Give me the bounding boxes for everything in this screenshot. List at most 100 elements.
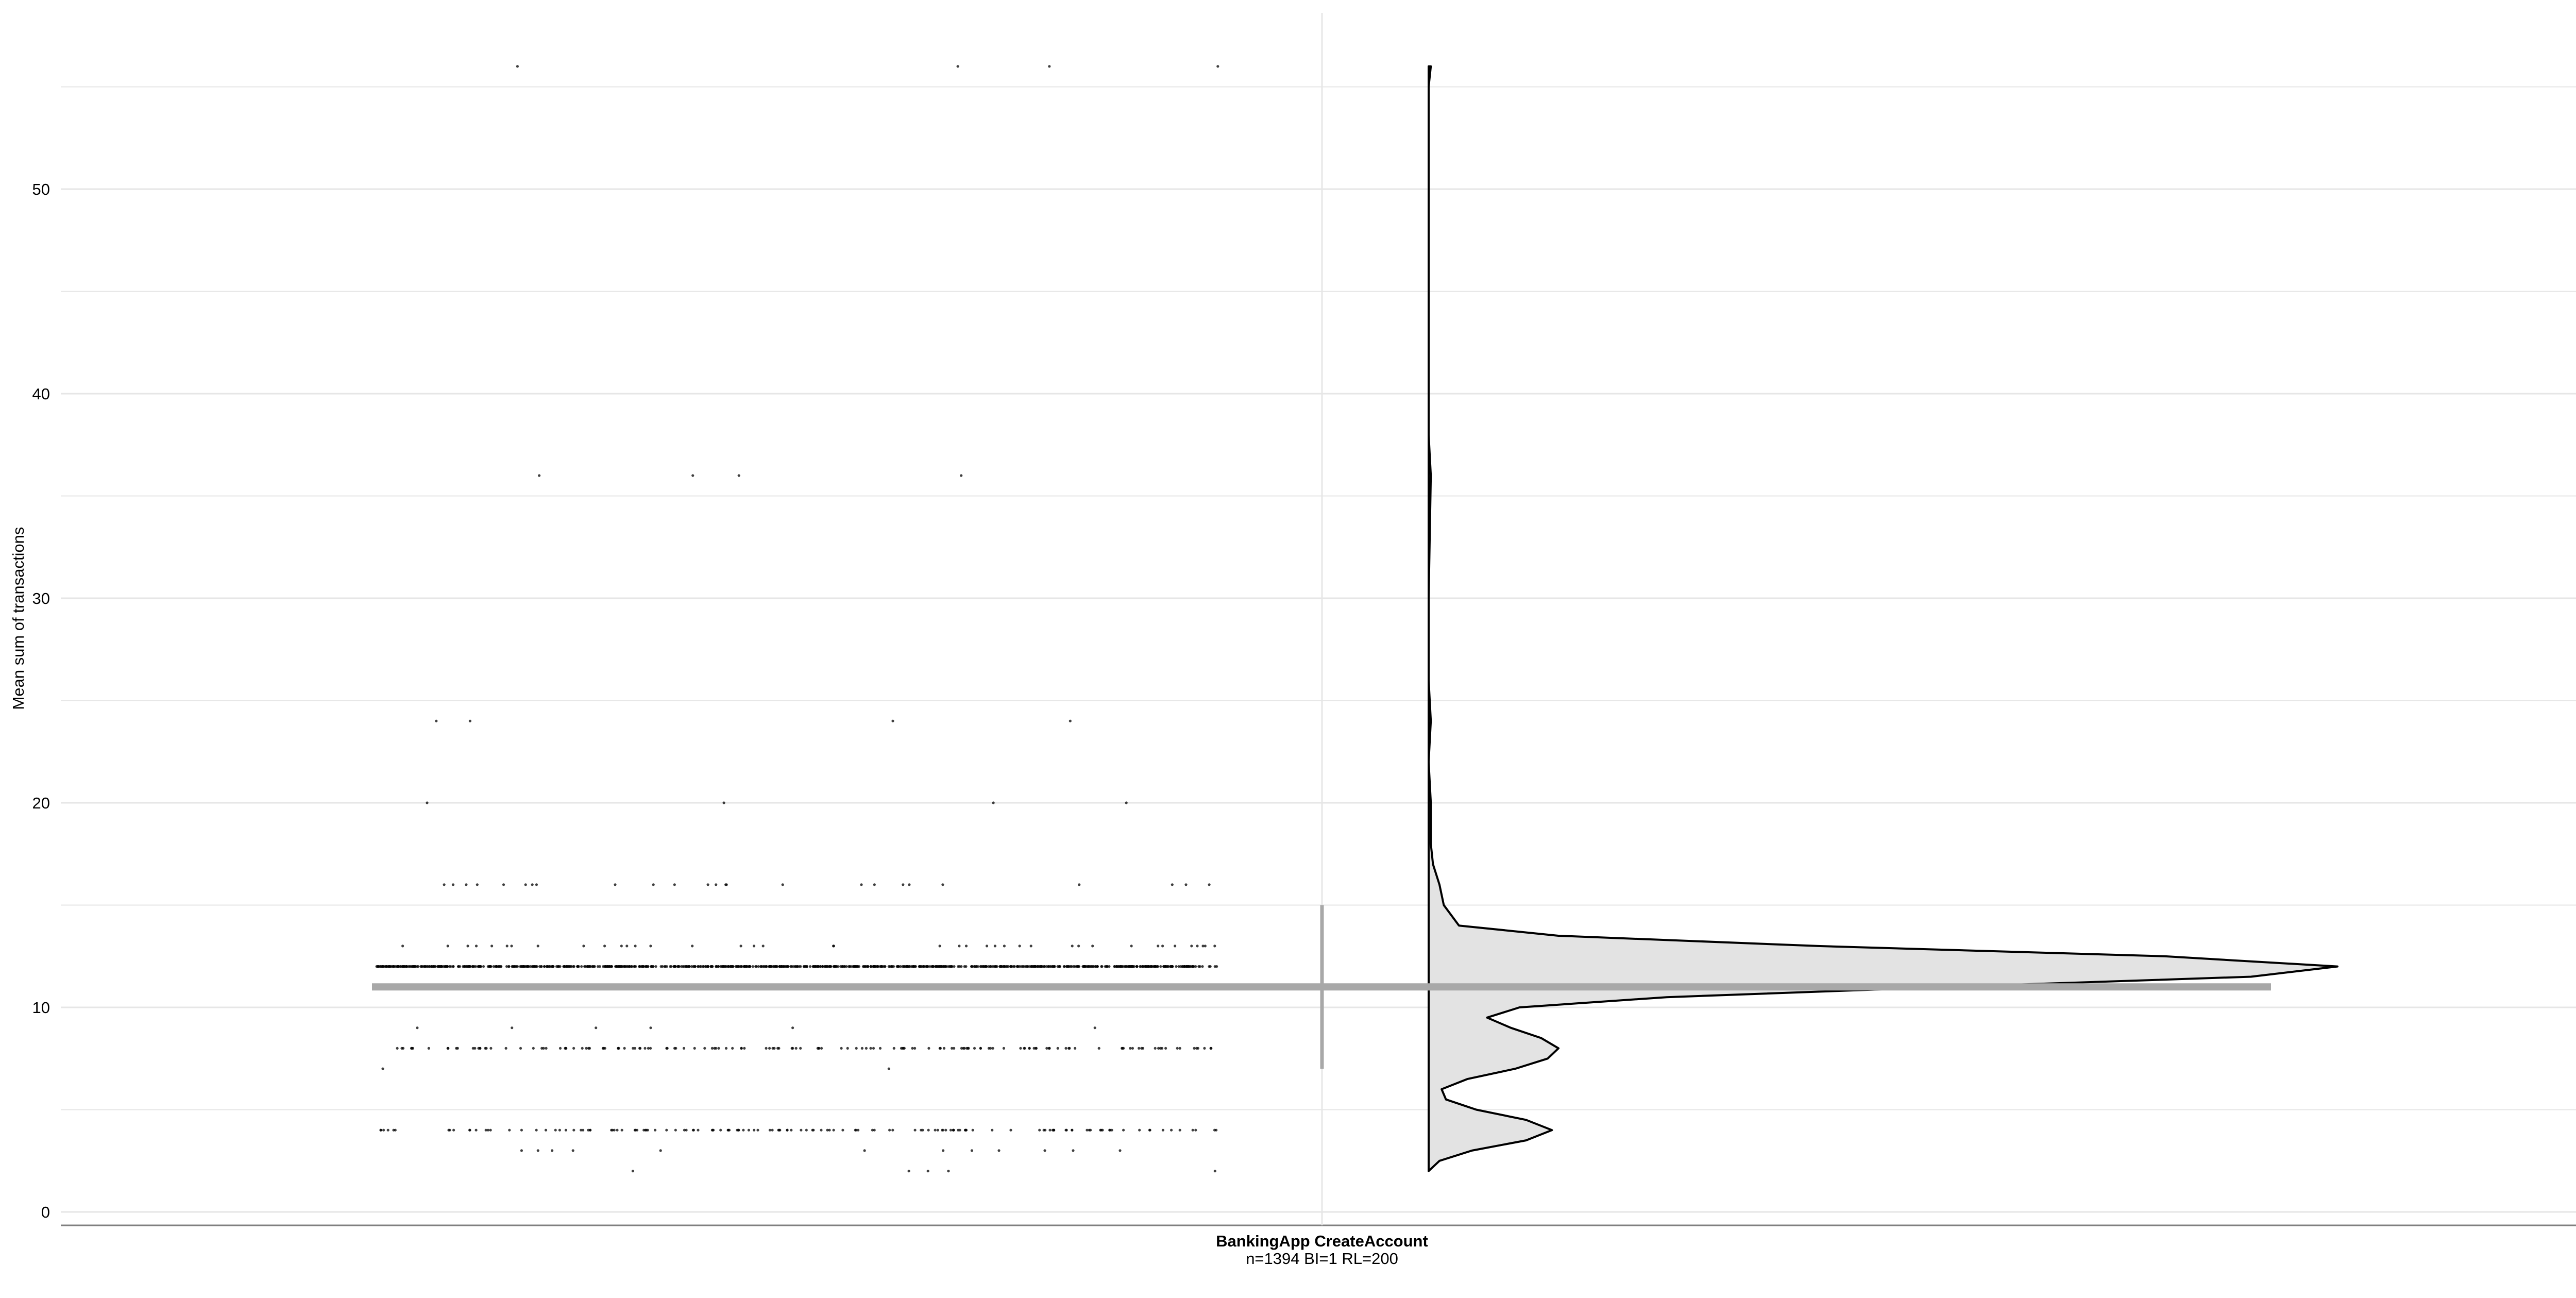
data-point	[829, 965, 832, 968]
data-point	[848, 965, 852, 968]
data-point	[1118, 965, 1121, 968]
data-point	[1038, 1128, 1041, 1132]
data-point	[704, 965, 707, 968]
data-point	[719, 965, 722, 968]
data-point	[1178, 1128, 1181, 1132]
data-point	[857, 1128, 860, 1132]
data-point	[548, 965, 551, 968]
data-point	[1013, 965, 1016, 968]
data-point	[401, 945, 404, 948]
data-point	[385, 965, 388, 968]
data-point	[703, 1047, 706, 1050]
data-point	[1177, 965, 1180, 968]
data-point	[582, 1128, 585, 1132]
data-point	[616, 1128, 619, 1132]
data-point	[1028, 965, 1031, 968]
data-point	[1196, 945, 1199, 948]
data-point	[761, 945, 765, 948]
data-point	[1213, 965, 1216, 968]
data-point	[991, 1128, 994, 1132]
data-point	[719, 1128, 722, 1132]
data-point	[1067, 965, 1071, 968]
data-point	[673, 965, 676, 968]
data-point	[399, 965, 402, 968]
data-point	[743, 1047, 746, 1050]
data-point	[1182, 965, 1185, 968]
data-point	[582, 945, 585, 948]
data-point	[551, 965, 554, 968]
data-point	[570, 965, 573, 968]
data-point	[1086, 1128, 1089, 1132]
data-point	[564, 1128, 567, 1132]
data-point	[536, 945, 539, 948]
data-point	[820, 1047, 823, 1050]
data-point	[583, 965, 586, 968]
data-point	[1170, 1128, 1173, 1132]
data-point	[652, 883, 655, 886]
data-point	[610, 965, 614, 968]
data-point	[379, 1128, 382, 1132]
data-point	[869, 965, 872, 968]
x-category-label: BankingApp CreateAccount	[1216, 1232, 1428, 1250]
data-point	[1184, 883, 1188, 886]
data-point	[634, 945, 637, 948]
data-point	[778, 1128, 781, 1132]
data-point	[623, 1047, 626, 1050]
data-point	[473, 1047, 477, 1050]
data-point	[901, 965, 904, 968]
data-point	[685, 965, 688, 968]
data-point	[519, 1047, 522, 1050]
data-point	[721, 965, 724, 968]
data-point	[722, 801, 725, 804]
data-point	[727, 965, 730, 968]
data-point	[753, 1128, 756, 1132]
data-point	[478, 965, 481, 968]
data-point	[936, 1128, 939, 1132]
data-point	[819, 965, 822, 968]
data-point	[545, 1047, 548, 1050]
data-point	[809, 965, 812, 968]
data-point	[991, 1047, 994, 1050]
density-curve	[1428, 65, 2338, 1172]
data-point	[587, 1128, 590, 1132]
data-point	[492, 965, 495, 968]
data-point	[793, 965, 796, 968]
data-point	[832, 945, 835, 948]
data-point	[1068, 1047, 1071, 1050]
data-point	[1213, 1170, 1216, 1173]
data-point	[691, 945, 694, 948]
data-point	[775, 965, 778, 968]
y-tick-label: 30	[32, 589, 50, 608]
data-point	[786, 1128, 789, 1132]
data-point	[863, 1149, 866, 1152]
data-point	[511, 1026, 514, 1030]
data-point	[1088, 965, 1091, 968]
data-point	[742, 1128, 745, 1132]
data-point	[794, 1047, 798, 1050]
data-point	[1154, 965, 1157, 968]
data-point	[683, 1128, 686, 1132]
data-point	[1065, 965, 1068, 968]
data-point	[786, 965, 789, 968]
data-point	[1049, 965, 1053, 968]
data-point	[1026, 965, 1029, 968]
data-point	[468, 1128, 471, 1132]
data-point	[962, 1047, 965, 1050]
data-point	[1175, 965, 1178, 968]
data-point	[417, 965, 420, 968]
data-point	[941, 883, 944, 886]
y-axis-title: Mean sum of transactions	[9, 527, 27, 710]
data-point	[1070, 965, 1073, 968]
data-point	[772, 965, 776, 968]
data-point	[1071, 1128, 1074, 1132]
data-point	[554, 1128, 557, 1132]
data-point	[430, 965, 434, 968]
data-point	[604, 965, 607, 968]
data-point	[938, 945, 941, 948]
data-point	[979, 965, 982, 968]
data-point	[964, 1128, 968, 1132]
data-point	[596, 965, 600, 968]
data-point	[891, 719, 894, 722]
data-point	[683, 965, 686, 968]
data-point	[394, 965, 397, 968]
